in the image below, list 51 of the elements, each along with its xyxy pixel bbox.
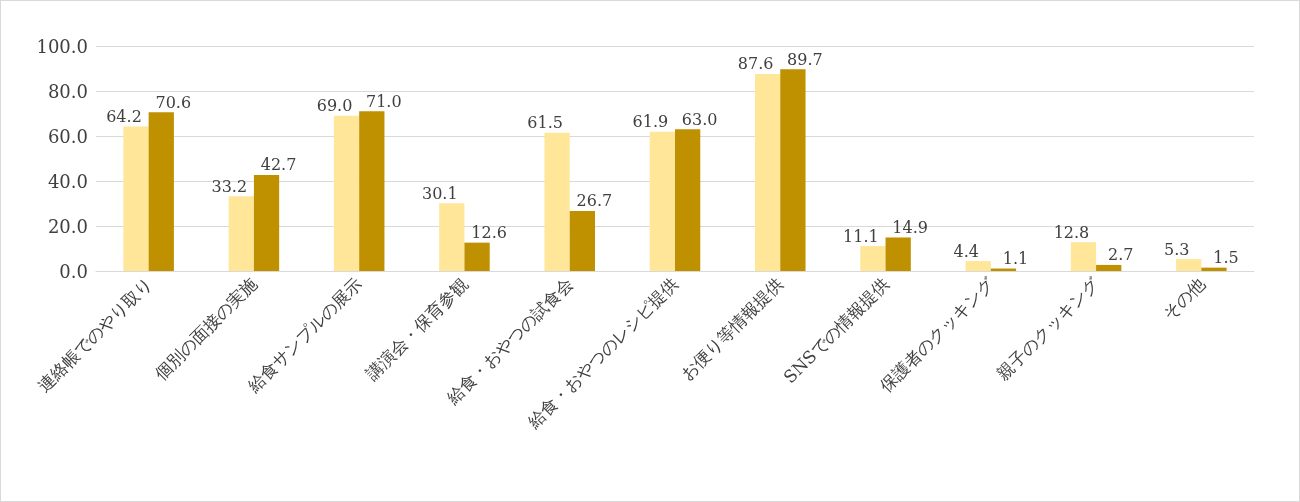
bar bbox=[780, 69, 806, 271]
bar bbox=[885, 237, 911, 271]
data-label: 12.8 bbox=[1053, 222, 1090, 242]
bar bbox=[1201, 267, 1227, 271]
bar bbox=[1176, 259, 1202, 271]
data-label: 4.4 bbox=[953, 241, 979, 261]
y-tick-label: 100.0 bbox=[36, 35, 88, 57]
bar bbox=[123, 126, 149, 271]
data-label: 69.0 bbox=[316, 96, 353, 116]
y-tick-label: 60.0 bbox=[47, 125, 88, 147]
data-label: 89.7 bbox=[787, 49, 823, 69]
data-label: 61.5 bbox=[527, 113, 563, 133]
bar bbox=[333, 115, 360, 271]
y-tick-label: 40.0 bbox=[47, 170, 88, 192]
data-label: 11.1 bbox=[843, 226, 879, 246]
bar bbox=[860, 246, 886, 271]
data-label: 64.2 bbox=[106, 107, 142, 127]
bar bbox=[228, 196, 254, 271]
data-label: 30.1 bbox=[422, 183, 458, 203]
bar bbox=[965, 261, 991, 271]
data-label: 14.9 bbox=[892, 217, 928, 237]
bar bbox=[359, 111, 385, 271]
bar bbox=[1096, 264, 1122, 271]
data-label: 87.6 bbox=[737, 54, 774, 74]
bar bbox=[569, 210, 595, 271]
y-tick-label: 80.0 bbox=[47, 80, 88, 102]
data-label: 33.2 bbox=[211, 176, 248, 196]
data-label: 12.6 bbox=[471, 223, 507, 243]
data-label: 5.3 bbox=[1164, 239, 1190, 259]
data-label: 1.5 bbox=[1213, 248, 1239, 268]
data-label: 42.7 bbox=[260, 155, 297, 175]
bar bbox=[755, 73, 781, 271]
y-tick-label: 0.0 bbox=[59, 260, 88, 282]
y-tick-label: 20.0 bbox=[47, 215, 88, 237]
data-label: 71.0 bbox=[366, 91, 402, 111]
x-tick-label: その他 bbox=[1158, 273, 1209, 325]
data-label: 1.1 bbox=[1002, 249, 1029, 269]
data-label: 26.7 bbox=[576, 191, 613, 211]
data-label: 70.6 bbox=[155, 92, 192, 112]
bar bbox=[544, 132, 570, 271]
bar bbox=[675, 129, 701, 271]
bar bbox=[439, 203, 465, 271]
bar bbox=[1070, 242, 1097, 271]
bar bbox=[649, 131, 675, 271]
x-tick-label: 親子のクッキング bbox=[992, 273, 1104, 385]
data-label: 61.9 bbox=[632, 112, 669, 132]
data-label: 2.7 bbox=[1108, 245, 1134, 265]
bar bbox=[148, 112, 174, 271]
bar bbox=[253, 174, 280, 271]
data-label: 63.0 bbox=[681, 109, 718, 129]
bar bbox=[464, 242, 490, 271]
